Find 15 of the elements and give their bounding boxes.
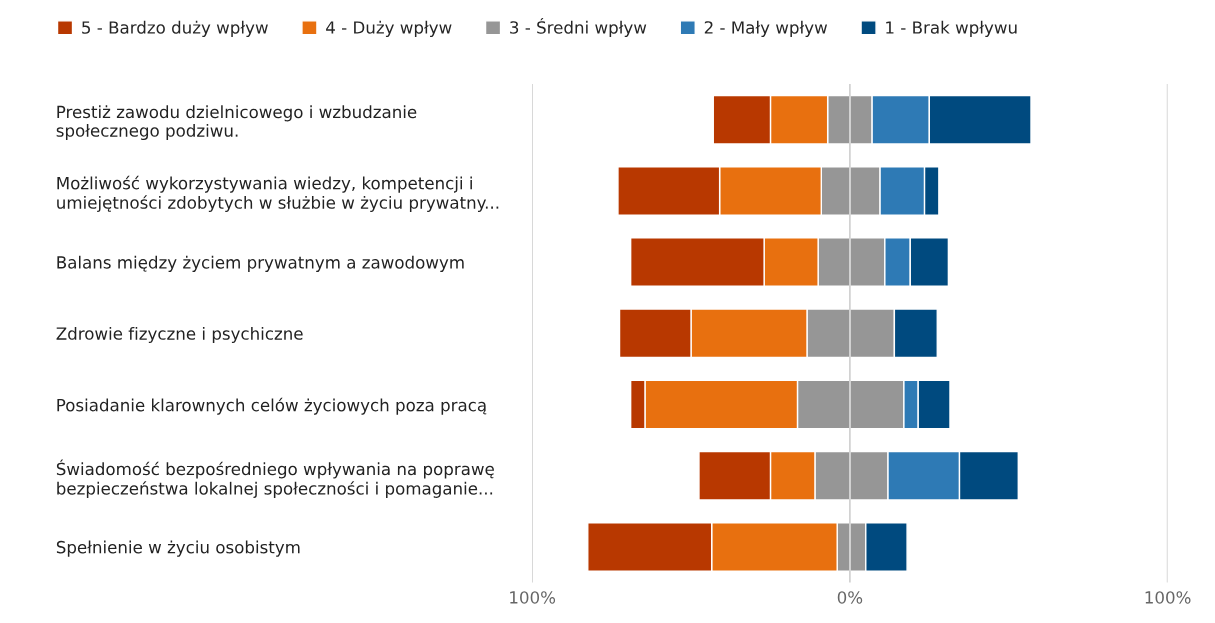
y-tick-label: Prestiż zawodu dzielnicowego i wzbudzanie społecznego podziwu.: [56, 105, 417, 141]
legend-label: 1 - Brak wpływu: [886, 20, 1017, 37]
y-tick-label: Zdrowie fizyczne i psychiczne: [56, 326, 303, 344]
y-tick-label: Możliwość wykorzystywania wiedzy, kompetencji i umiejętności zdobytych w służbie w życiu prywatny...: [57, 175, 499, 213]
legend-label: 5 - Bardzo duży wpływ: [82, 20, 268, 37]
legend-label: 2 - Mały wpływ: [704, 20, 828, 37]
x-tick-label: 0%: [837, 591, 863, 604]
x-tick-label: 100%: [1145, 591, 1191, 604]
y-tick-label: Świadomość bezpośredniego wpływania na poprawę bezpieczeństwa lokalnej społeczności i pomaganie...: [56, 459, 494, 498]
legend-label: 3 - Średni wpływ: [510, 18, 647, 37]
x-tick-label: 100%: [510, 591, 556, 604]
y-tick-label: Posiadanie klarownych celów życiowych poza pracą: [57, 397, 487, 415]
y-tick-label: Balans między życiem prywatnym a zawodowym: [57, 255, 464, 272]
legend-label: 4 - Duży wpływ: [326, 20, 452, 37]
y-tick-label: Spełnienie w życiu osobistym: [56, 540, 300, 557]
